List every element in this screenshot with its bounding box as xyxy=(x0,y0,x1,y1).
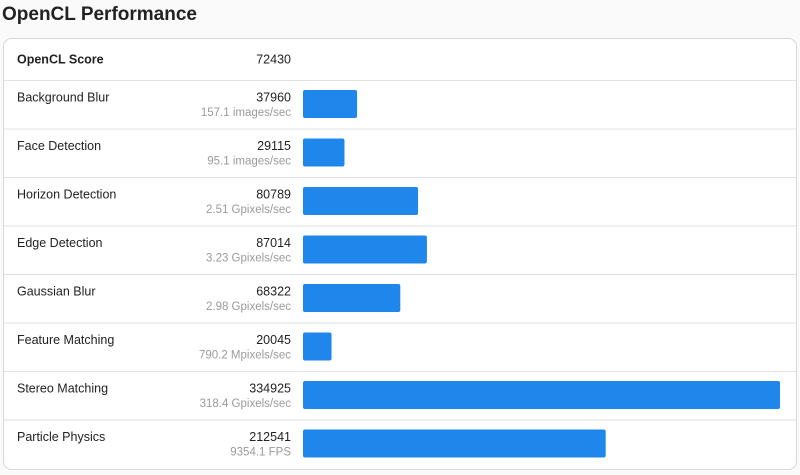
throughput-label: 2.51 Gpixels/sec xyxy=(206,204,291,216)
throughput-label: 790.2 Mpixels/sec xyxy=(199,350,291,362)
category-label: Particle Physics xyxy=(17,430,105,444)
category-label: Horizon Detection xyxy=(17,187,116,201)
value-label: 334925 xyxy=(249,381,291,395)
throughput-label: 318.4 Gpixels/sec xyxy=(200,398,292,410)
value-label: 68322 xyxy=(256,284,291,298)
category-label: Face Detection xyxy=(17,139,101,153)
bar xyxy=(303,90,358,118)
score-value: 72430 xyxy=(256,52,291,66)
bar xyxy=(303,235,427,264)
value-label: 87014 xyxy=(256,236,291,250)
bar xyxy=(303,332,332,361)
category-label: Edge Detection xyxy=(17,236,103,250)
throughput-label: 3.23 Gpixels/sec xyxy=(206,253,291,265)
throughput-label: 9354.1 FPS xyxy=(230,447,291,459)
bar xyxy=(303,381,780,409)
value-label: 80789 xyxy=(256,187,291,201)
throughput-label: 157.1 images/sec xyxy=(201,107,291,119)
value-label: 37960 xyxy=(256,90,291,104)
throughput-label: 2.98 Gpixels/sec xyxy=(206,301,291,313)
category-label: Stereo Matching xyxy=(17,381,108,395)
bar xyxy=(303,429,606,458)
score-label: OpenCL Score xyxy=(17,52,104,66)
value-label: 20045 xyxy=(256,333,291,347)
category-label: Gaussian Blur xyxy=(17,284,96,298)
chart-title: OpenCL Performance xyxy=(2,4,197,25)
throughput-label: 95.1 images/sec xyxy=(207,156,291,168)
value-label: 29115 xyxy=(257,139,291,153)
category-label: Feature Matching xyxy=(17,333,114,347)
bar xyxy=(303,138,345,167)
value-label: 212541 xyxy=(249,430,291,444)
category-label: Background Blur xyxy=(17,90,109,104)
bar xyxy=(303,187,419,215)
bar xyxy=(303,284,401,312)
